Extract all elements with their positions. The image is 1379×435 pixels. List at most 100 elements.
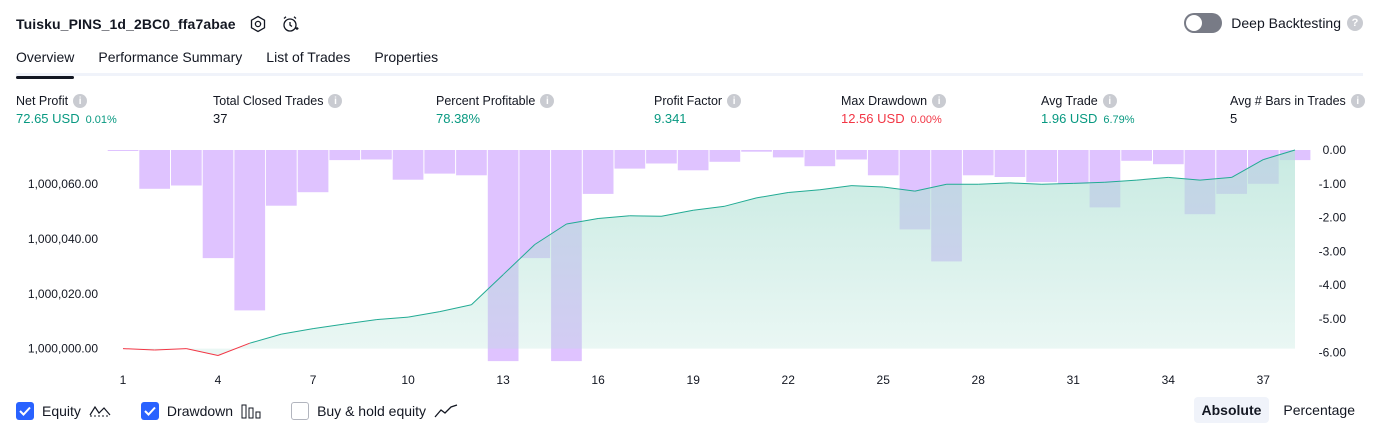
scale-mode-switch: Absolute Percentage bbox=[1188, 397, 1364, 423]
drawdown-bar bbox=[456, 150, 487, 176]
drawdown-bar bbox=[677, 150, 709, 171]
drawdown-bar bbox=[392, 150, 424, 180]
info-icon[interactable]: i bbox=[540, 94, 555, 108]
tab-list-of-trades[interactable]: List of Trades bbox=[266, 49, 351, 65]
metric-value: 12.56 USD bbox=[841, 111, 905, 126]
x-axis-tick-label: 37 bbox=[1257, 373, 1271, 387]
metric-total-closed-trades: Total Closed Trades i 37 bbox=[213, 94, 343, 126]
x-axis-tick-label: 13 bbox=[496, 373, 510, 387]
equity-checkbox[interactable] bbox=[16, 402, 34, 420]
equity-line-segment bbox=[1136, 176, 1169, 181]
metric-net-profit: Net Profit i 72.65 USD 0.01% bbox=[16, 94, 117, 126]
x-axis-tick-label: 31 bbox=[1067, 373, 1081, 387]
metric-value: 78.38% bbox=[436, 111, 481, 126]
equity-line-segment bbox=[313, 323, 345, 330]
legend-equity[interactable]: Equity bbox=[16, 402, 111, 420]
equity-line-segment bbox=[914, 183, 947, 192]
x-axis-tick-label: 16 bbox=[591, 373, 605, 387]
equity-line-segment bbox=[598, 215, 630, 219]
equity-line-segment bbox=[978, 182, 1010, 185]
equity-line-segment bbox=[376, 316, 409, 321]
info-icon[interactable]: i bbox=[328, 94, 343, 108]
equity-line-segment bbox=[1199, 176, 1232, 181]
drawdown-bar bbox=[329, 150, 361, 161]
equity-line-segment bbox=[724, 197, 757, 207]
equity-line-segment bbox=[1231, 159, 1264, 178]
equity-line-segment bbox=[154, 348, 187, 351]
equity-line-segment bbox=[217, 342, 250, 356]
right-axis-tick-label: -6.00 bbox=[1319, 346, 1347, 360]
equity-line-segment bbox=[788, 189, 820, 193]
drawdown-bar bbox=[139, 150, 170, 189]
x-axis-tick-label: 1 bbox=[120, 373, 127, 387]
right-axis-tick-label: -1.00 bbox=[1319, 177, 1347, 191]
equity-line-segment bbox=[819, 185, 852, 191]
metric-value: 5 bbox=[1230, 111, 1238, 126]
equity-line-segment bbox=[281, 328, 314, 335]
tab-properties[interactable]: Properties bbox=[374, 49, 439, 65]
metric-label: Profit Factor bbox=[654, 94, 723, 108]
info-icon[interactable]: i bbox=[1102, 94, 1117, 108]
deep-backtesting-label: Deep Backtesting bbox=[1231, 15, 1341, 31]
buy-hold-checkbox[interactable] bbox=[291, 402, 310, 420]
equity-line-segment bbox=[1104, 179, 1137, 183]
left-axis-tick-label: 1,000,060.00 bbox=[28, 177, 98, 191]
left-axis-tick-label: 1,000,020.00 bbox=[28, 287, 98, 301]
right-axis-tick-label: -4.00 bbox=[1319, 278, 1347, 292]
help-icon[interactable]: ? bbox=[1347, 15, 1363, 31]
deep-backtesting-control: Deep Backtesting ? bbox=[1184, 13, 1363, 33]
metric-max-drawdown: Max Drawdown i 12.56 USD 0.00% bbox=[841, 94, 947, 126]
deep-backtesting-toggle[interactable] bbox=[1184, 13, 1223, 33]
drawdown-bar bbox=[836, 150, 867, 160]
right-axis-tick-label: -2.00 bbox=[1319, 211, 1347, 225]
metric-label: Percent Profitable bbox=[436, 94, 536, 108]
drawdown-bar bbox=[614, 150, 646, 169]
drawdown-bar bbox=[171, 150, 202, 186]
drawdown-checkbox[interactable] bbox=[140, 402, 159, 420]
alert-clock-icon[interactable] bbox=[280, 14, 300, 34]
percentage-button[interactable]: Percentage bbox=[1283, 402, 1355, 418]
equity-area bbox=[122, 149, 1296, 356]
metric-percent: 0.01% bbox=[85, 114, 117, 126]
tab-overview[interactable]: Overview bbox=[16, 46, 75, 79]
metric-avg-trade: Avg Trade i 1.96 USD 6.79% bbox=[1041, 94, 1135, 126]
legend-drawdown-label: Drawdown bbox=[166, 403, 234, 419]
legend-buy-hold-label: Buy & hold equity bbox=[317, 403, 427, 419]
equity-line-segment bbox=[661, 209, 694, 217]
drawdown-bar bbox=[361, 150, 392, 160]
drawdown-bar bbox=[804, 150, 836, 167]
right-axis-tick-label: -5.00 bbox=[1319, 312, 1347, 326]
metric-value: 72.65 USD bbox=[16, 111, 80, 126]
metric-value: 37 bbox=[213, 111, 228, 126]
legend-buy-hold[interactable]: Buy & hold equity bbox=[291, 402, 458, 420]
drawdown-bar bbox=[1153, 150, 1184, 165]
strategy-title: Tuisku_PINS_1d_2BC0_ffa7abae bbox=[16, 16, 236, 32]
x-axis-tick-label: 10 bbox=[401, 373, 415, 387]
right-axis: 0.00 -1.00 -2.00 -3.00 -4.00 -5.00 -6.00 bbox=[1319, 143, 1347, 360]
x-axis: 1 4 7 10 13 16 19 22 25 28 31 34 37 bbox=[120, 373, 1271, 387]
equity-line-segment bbox=[186, 348, 219, 356]
absolute-button[interactable]: Absolute bbox=[1193, 397, 1270, 423]
metric-label: Net Profit bbox=[16, 94, 69, 108]
metrics-row: Net Profit i 72.65 USD 0.01% Total Closed … bbox=[16, 94, 1365, 134]
metric-label: Avg Trade bbox=[1041, 94, 1098, 108]
equity-fill bbox=[123, 150, 1295, 356]
info-icon[interactable]: i bbox=[1350, 94, 1365, 108]
report-tabs: Overview Performance Summary List of Tra… bbox=[16, 46, 1363, 79]
drawdown-bar bbox=[297, 150, 329, 193]
drawdown-bar bbox=[1121, 150, 1152, 161]
drawdown-bar bbox=[266, 150, 297, 206]
settings-icon[interactable] bbox=[248, 14, 268, 34]
info-icon[interactable]: i bbox=[73, 94, 88, 108]
metric-label: Max Drawdown bbox=[841, 94, 928, 108]
buy-hold-line-icon bbox=[434, 404, 458, 418]
info-icon[interactable]: i bbox=[727, 94, 742, 108]
drawdown-bar bbox=[424, 150, 456, 174]
legend-drawdown[interactable]: Drawdown bbox=[140, 402, 261, 420]
info-icon[interactable]: i bbox=[932, 94, 947, 108]
drawdown-bar bbox=[1279, 150, 1311, 161]
equity-line-segment bbox=[1168, 176, 1201, 181]
equity-drawdown-chart[interactable]: 1,000,060.00 1,000,040.00 1,000,020.00 1,00… bbox=[0, 140, 1379, 390]
equity-line-segment bbox=[883, 186, 915, 192]
tab-performance-summary[interactable]: Performance Summary bbox=[98, 49, 243, 65]
